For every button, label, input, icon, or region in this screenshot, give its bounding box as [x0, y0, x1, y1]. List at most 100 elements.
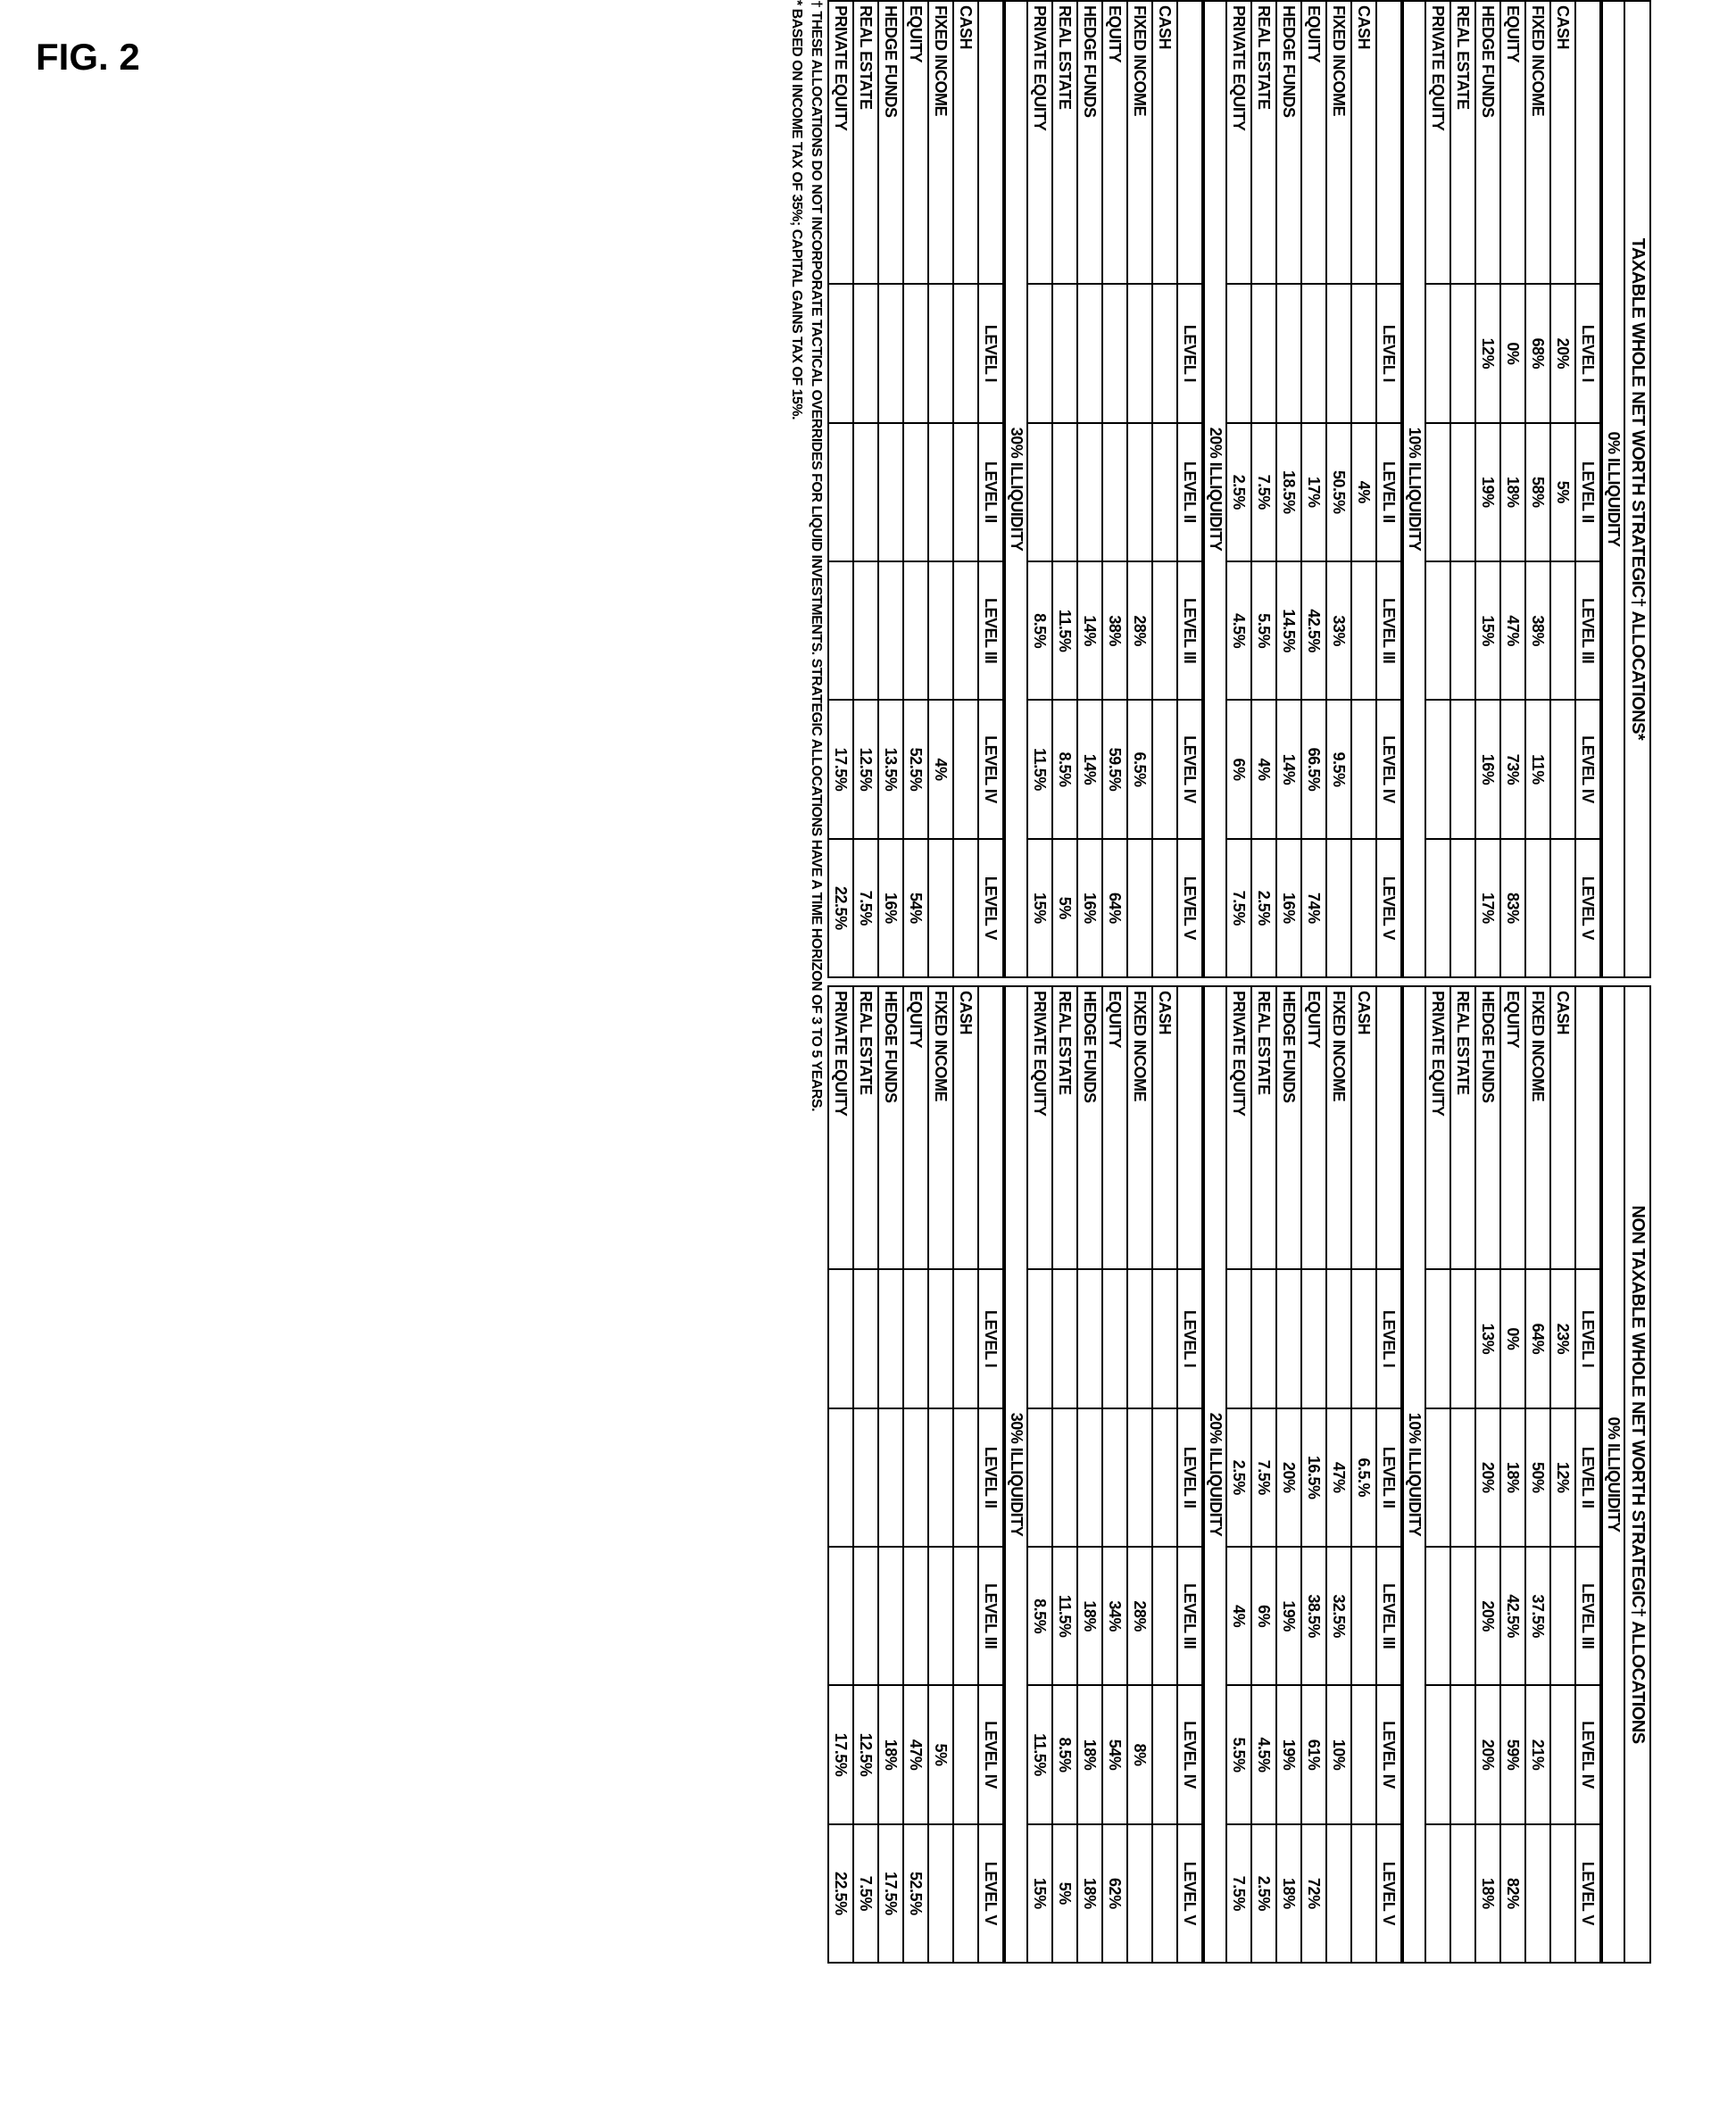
- allocation-value: 18.5%: [1276, 423, 1301, 561]
- allocation-value: [828, 423, 853, 561]
- allocation-value: [1425, 1685, 1450, 1823]
- level-header: LEVEL II: [1177, 423, 1202, 561]
- table-row: CASH6.5.%: [1351, 986, 1376, 1963]
- asset-class-label: EQUITY: [1301, 986, 1326, 1269]
- panel-title: TAXABLE WHOLE NET WORTH STRATEGIC† ALLOC…: [1624, 0, 1651, 978]
- level-header: LEVEL V: [1376, 1824, 1401, 1963]
- asset-class-label: CASH: [1152, 986, 1177, 1269]
- allocation-value: [953, 700, 978, 838]
- allocation-value: 20%: [1550, 284, 1575, 422]
- allocation-value: 4.5%: [1226, 561, 1251, 700]
- allocation-value: 18%: [1077, 1824, 1102, 1963]
- level-header: LEVEL V: [1575, 839, 1600, 977]
- allocation-value: [1550, 561, 1575, 700]
- allocation-value: 15%: [1027, 1824, 1052, 1963]
- allocation-value: 4%: [928, 700, 953, 838]
- level-header: LEVEL V: [1177, 839, 1202, 977]
- asset-class-label: REAL ESTATE: [1052, 986, 1077, 1269]
- asset-class-label: REAL ESTATE: [1052, 1, 1077, 284]
- empty-header: [1575, 986, 1600, 1269]
- allocation-value: 18%: [1276, 1824, 1301, 1963]
- table-row: EQUITY0%18%42.5%59%82%: [1500, 986, 1525, 1963]
- allocation-value: [1450, 1269, 1475, 1408]
- asset-class-label: HEDGE FUNDS: [878, 1, 903, 284]
- allocation-value: [903, 423, 928, 561]
- illiquidity-header: 30% ILLIQUIDITY: [1004, 0, 1026, 978]
- asset-class-label: EQUITY: [1102, 1, 1127, 284]
- allocation-value: 19%: [1276, 1547, 1301, 1685]
- allocation-value: [1152, 423, 1177, 561]
- allocation-value: [1052, 1269, 1077, 1408]
- asset-class-label: PRIVATE EQUITY: [1226, 986, 1251, 1269]
- table-row: REAL ESTATE12.5%7.5%: [853, 986, 878, 1963]
- empty-header: [978, 986, 1003, 1269]
- asset-class-label: REAL ESTATE: [1251, 986, 1276, 1269]
- allocation-value: [1027, 1408, 1052, 1547]
- allocation-value: [1450, 1408, 1475, 1547]
- allocation-value: 4%: [1251, 700, 1276, 838]
- allocation-value: 17%: [1301, 423, 1326, 561]
- allocation-value: [1351, 561, 1376, 700]
- allocation-value: 7.5%: [1226, 1824, 1251, 1963]
- asset-class-label: PRIVATE EQUITY: [1027, 1, 1052, 284]
- allocation-value: [1127, 423, 1152, 561]
- allocation-value: 16%: [1276, 839, 1301, 977]
- allocation-value: 5.5%: [1226, 1685, 1251, 1823]
- asset-class-label: EQUITY: [903, 1, 928, 284]
- allocation-value: [928, 1824, 953, 1963]
- asset-class-label: CASH: [1152, 1, 1177, 284]
- table-row: CASH4%: [1351, 1, 1376, 977]
- asset-class-label: FIXED INCOME: [1525, 986, 1550, 1269]
- allocation-value: [1251, 284, 1276, 422]
- table-row: EQUITY34%54%62%: [1102, 986, 1127, 1963]
- allocation-value: [1326, 284, 1351, 422]
- rotated-figure: TAXABLE WHOLE NET WORTH STRATEGIC† ALLOC…: [45, 0, 1651, 1964]
- allocation-value: [828, 561, 853, 700]
- level-header: LEVEL III: [1575, 561, 1600, 700]
- allocation-value: 14%: [1276, 700, 1301, 838]
- allocation-value: 19%: [1475, 423, 1500, 561]
- allocation-value: 11%: [1525, 700, 1550, 838]
- allocation-value: [1077, 284, 1102, 422]
- allocation-value: [1450, 1547, 1475, 1685]
- allocation-value: 11.5%: [1052, 561, 1077, 700]
- asset-class-label: CASH: [953, 986, 978, 1269]
- asset-class-label: HEDGE FUNDS: [1276, 1, 1301, 284]
- allocation-value: [828, 1269, 853, 1408]
- allocation-value: 11.5%: [1027, 700, 1052, 838]
- asset-class-label: EQUITY: [1500, 1, 1525, 284]
- allocation-value: [1351, 1824, 1376, 1963]
- allocation-value: 17.5%: [828, 1685, 853, 1823]
- allocation-value: 11.5%: [1027, 1685, 1052, 1823]
- allocation-value: [1425, 1408, 1450, 1547]
- allocation-value: [1425, 700, 1450, 838]
- asset-class-label: CASH: [1550, 986, 1575, 1269]
- level-header: LEVEL IV: [1376, 1685, 1401, 1823]
- level-header: LEVEL III: [1376, 1547, 1401, 1685]
- allocation-table: LEVEL ILEVEL IILEVEL IIILEVEL IVLEVEL VC…: [827, 985, 1004, 1964]
- allocation-value: [853, 1547, 878, 1685]
- allocation-value: [903, 1408, 928, 1547]
- table-row: EQUITY17%42.5%66.5%74%: [1301, 1, 1326, 977]
- allocation-value: [1102, 1269, 1127, 1408]
- asset-class-label: PRIVATE EQUITY: [828, 1, 853, 284]
- allocation-value: 28%: [1127, 1547, 1152, 1685]
- level-header: LEVEL IV: [1177, 700, 1202, 838]
- allocation-value: 42.5%: [1500, 1547, 1525, 1685]
- asset-class-label: REAL ESTATE: [1450, 986, 1475, 1269]
- allocation-value: 15%: [1027, 839, 1052, 977]
- allocation-value: [1251, 1269, 1276, 1408]
- allocation-value: [1450, 284, 1475, 422]
- asset-class-label: REAL ESTATE: [853, 986, 878, 1269]
- allocation-value: [1450, 1685, 1475, 1823]
- table-row: PRIVATE EQUITY17.5%22.5%: [828, 986, 853, 1963]
- allocation-value: [903, 1269, 928, 1408]
- table-row: REAL ESTATE11.5%8.5%5%: [1052, 986, 1077, 1963]
- asset-class-label: HEDGE FUNDS: [1475, 986, 1500, 1269]
- allocation-value: [1550, 700, 1575, 838]
- allocation-value: 14%: [1077, 561, 1102, 700]
- allocation-value: 22.5%: [828, 1824, 853, 1963]
- table-row: HEDGE FUNDS18%18%18%: [1077, 986, 1102, 1963]
- table-row: CASH: [953, 986, 978, 1963]
- allocation-value: 0%: [1500, 1269, 1525, 1408]
